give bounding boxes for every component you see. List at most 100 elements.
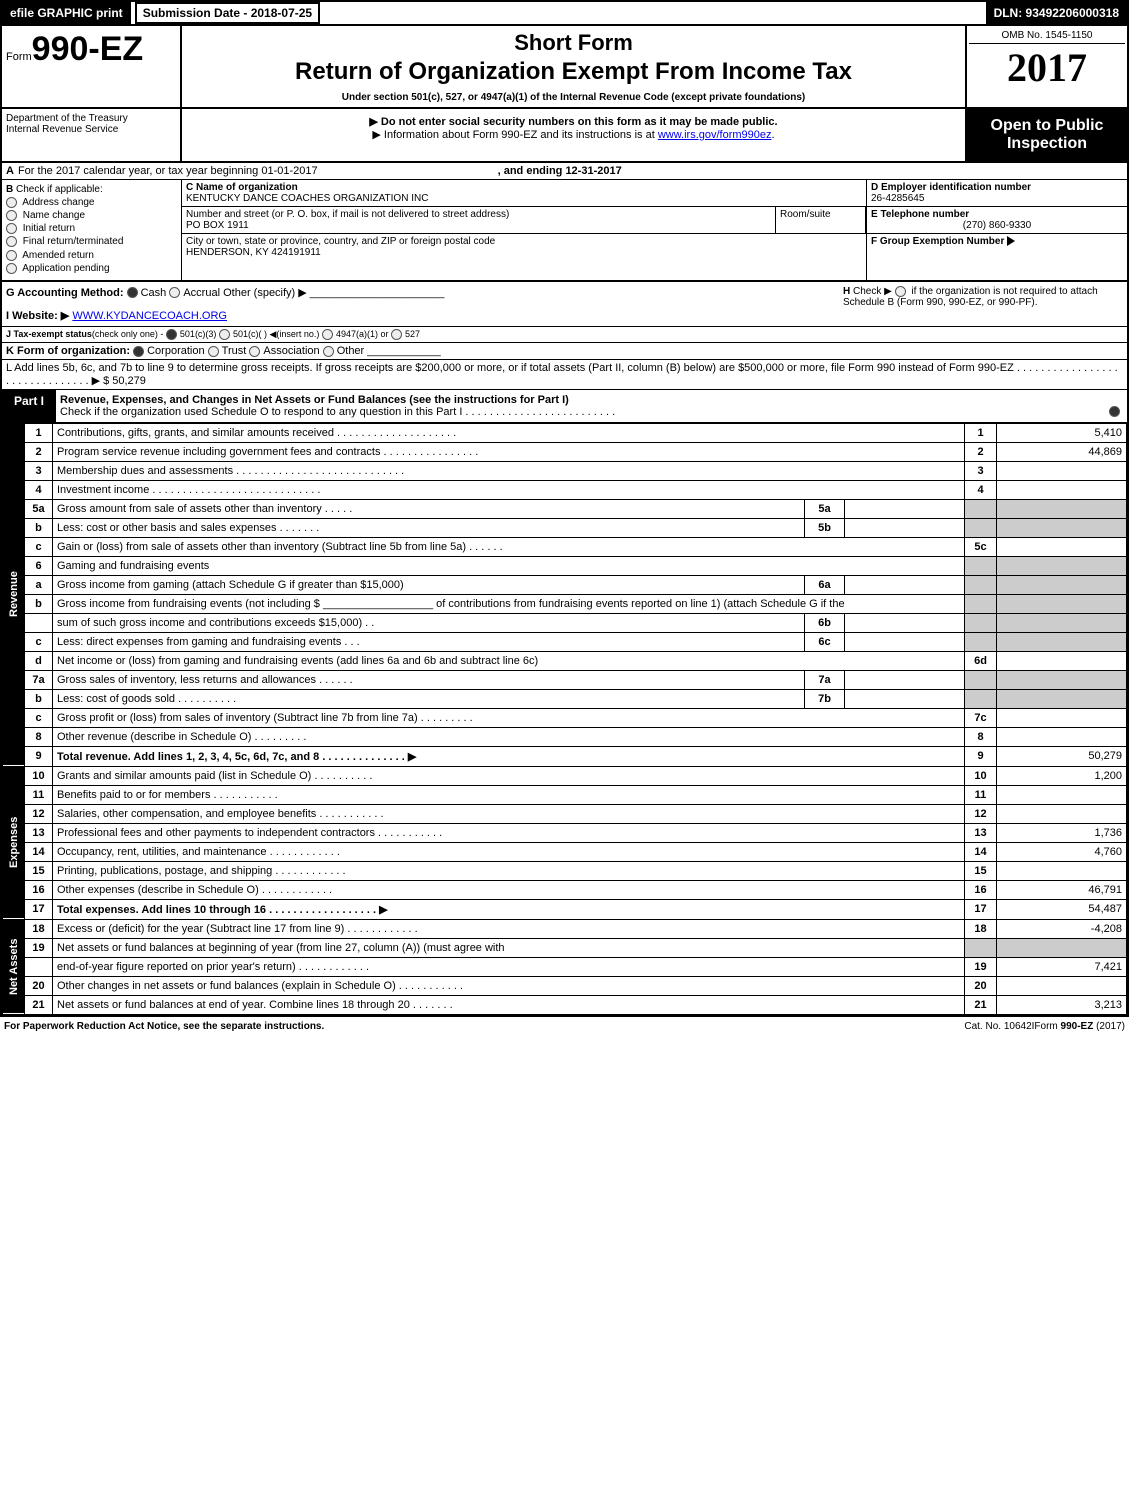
section-a-text: For the 2017 calendar year, or tax year … (18, 165, 318, 177)
grey-cell (997, 518, 1127, 537)
applicable-checkbox[interactable] (6, 210, 17, 221)
right-line-number: 6d (965, 651, 997, 670)
label-e: E Telephone number (871, 209, 969, 220)
table-row: 15Printing, publications, postage, and s… (3, 861, 1127, 880)
line-description: Professional fees and other payments to … (53, 823, 965, 842)
part-i-label: Part I (2, 390, 56, 422)
grey-cell (997, 613, 1127, 632)
table-row: Expenses10Grants and similar amounts pai… (3, 766, 1127, 785)
applicable-checkbox[interactable] (6, 250, 17, 261)
line-description: Excess or (deficit) for the year (Subtra… (53, 919, 965, 938)
part-i-check[interactable] (1109, 406, 1120, 417)
line-number: 16 (25, 880, 53, 899)
open-line1: Open to Public (971, 117, 1123, 135)
right-info-column: D Employer identification number 26-4285… (867, 180, 1127, 280)
h-checkbox[interactable] (895, 286, 906, 297)
sub-line-value (845, 632, 965, 651)
org-name: KENTUCKY DANCE COACHES ORGANIZATION INC (186, 193, 428, 204)
instr-line2: ▶ Information about Form 990-EZ and its … (188, 128, 959, 141)
line-number: 12 (25, 804, 53, 823)
table-row: 13Professional fees and other payments t… (3, 823, 1127, 842)
cash-radio[interactable] (127, 287, 138, 298)
instructions-link[interactable]: www.irs.gov/form990ez (658, 129, 772, 141)
line-description: Net assets or fund balances at beginning… (53, 938, 965, 957)
right-line-number: 3 (965, 461, 997, 480)
city-label: City or town, state or province, country… (186, 236, 495, 247)
part-i-table: Revenue1Contributions, gifts, grants, an… (2, 423, 1127, 1015)
k-trust-radio[interactable] (208, 346, 219, 357)
right-line-number: 8 (965, 727, 997, 746)
k-other-radio[interactable] (323, 346, 334, 357)
omb-number: OMB No. 1545-1150 (969, 28, 1125, 44)
line-description: sum of such gross income and contributio… (53, 613, 805, 632)
line-number: 2 (25, 442, 53, 461)
line-value: 5,410 (997, 423, 1127, 442)
label-h: H (843, 286, 850, 297)
checkbox-item: Initial return (6, 223, 177, 234)
room-label: Room/suite (780, 209, 831, 220)
footer-left: For Paperwork Reduction Act Notice, see … (4, 1021, 684, 1032)
table-row: cGross profit or (loss) from sales of in… (3, 708, 1127, 727)
line-number: b (25, 594, 53, 613)
label-g: G Accounting Method: (6, 287, 124, 299)
j-501c3-radio[interactable] (166, 329, 177, 340)
applicable-checkbox[interactable] (6, 223, 17, 234)
line-description: Grants and similar amounts paid (list in… (53, 766, 965, 785)
right-line-number: 10 (965, 766, 997, 785)
line-number: 6 (25, 556, 53, 575)
sub-line-number: 7b (805, 689, 845, 708)
section-label-exp: Expenses (3, 766, 25, 919)
checkbox-item: Address change (6, 197, 177, 208)
j-527-radio[interactable] (391, 329, 402, 340)
cash-label: Cash (141, 287, 167, 299)
line-description: Benefits paid to or for members . . . . … (53, 785, 965, 804)
line-value (997, 651, 1127, 670)
dln-number: DLN: 93492206000318 (986, 2, 1127, 24)
line-value (997, 785, 1127, 804)
h-check-text: Check ▶ (853, 286, 892, 297)
k-corp-radio[interactable] (133, 346, 144, 357)
line-g-left: G Accounting Method: Cash Accrual Other … (6, 286, 843, 322)
header-row: Form990-EZ Short Form Return of Organiza… (2, 26, 1127, 109)
grey-cell (997, 689, 1127, 708)
line-value (997, 861, 1127, 880)
applicable-checkbox[interactable] (6, 197, 17, 208)
sub-line-value (845, 518, 965, 537)
check-applicable-column: B Check if applicable: Address change Na… (2, 180, 182, 280)
line-number: 1 (25, 423, 53, 442)
line-number: a (25, 575, 53, 594)
applicable-checkbox[interactable] (6, 236, 17, 247)
footer-form-ref: Form 990-EZ (2017) (1034, 1021, 1125, 1032)
efile-print-button[interactable]: efile GRAPHIC print (2, 2, 131, 24)
applicable-checkbox[interactable] (6, 263, 17, 274)
grey-cell (965, 499, 997, 518)
line-number: 14 (25, 842, 53, 861)
dept-line1: Department of the Treasury (6, 113, 176, 124)
line-l-text: L Add lines 5b, 6c, and 7b to line 9 to … (6, 362, 1118, 387)
table-row: bLess: cost of goods sold . . . . . . . … (3, 689, 1127, 708)
accrual-radio[interactable] (169, 287, 180, 298)
right-line-number: 11 (965, 785, 997, 804)
grey-cell (997, 632, 1127, 651)
k-assoc-radio[interactable] (249, 346, 260, 357)
sub-line-number: 7a (805, 670, 845, 689)
line-number: 19 (25, 938, 53, 957)
line-number: 7a (25, 670, 53, 689)
line-value (997, 461, 1127, 480)
section-label-net: Net Assets (3, 919, 25, 1014)
table-row: 2Program service revenue including gover… (3, 442, 1127, 461)
line-h-box: H Check ▶ if the organization is not req… (843, 286, 1123, 322)
table-row: 3Membership dues and assessments . . . .… (3, 461, 1127, 480)
right-line-number: 14 (965, 842, 997, 861)
line-description: Other changes in net assets or fund bala… (53, 976, 965, 995)
j-501c-radio[interactable] (219, 329, 230, 340)
website-link[interactable]: WWW.KYDANCECOACH.ORG (72, 310, 227, 322)
j-4947-radio[interactable] (322, 329, 333, 340)
grey-cell (965, 594, 997, 613)
table-row: 14Occupancy, rent, utilities, and mainte… (3, 842, 1127, 861)
table-row: Net Assets18Excess or (deficit) for the … (3, 919, 1127, 938)
table-row: 5aGross amount from sale of assets other… (3, 499, 1127, 518)
label-j: J Tax-exempt status (6, 329, 92, 339)
line-number: 4 (25, 480, 53, 499)
city-cell: City or town, state or province, country… (182, 234, 866, 260)
